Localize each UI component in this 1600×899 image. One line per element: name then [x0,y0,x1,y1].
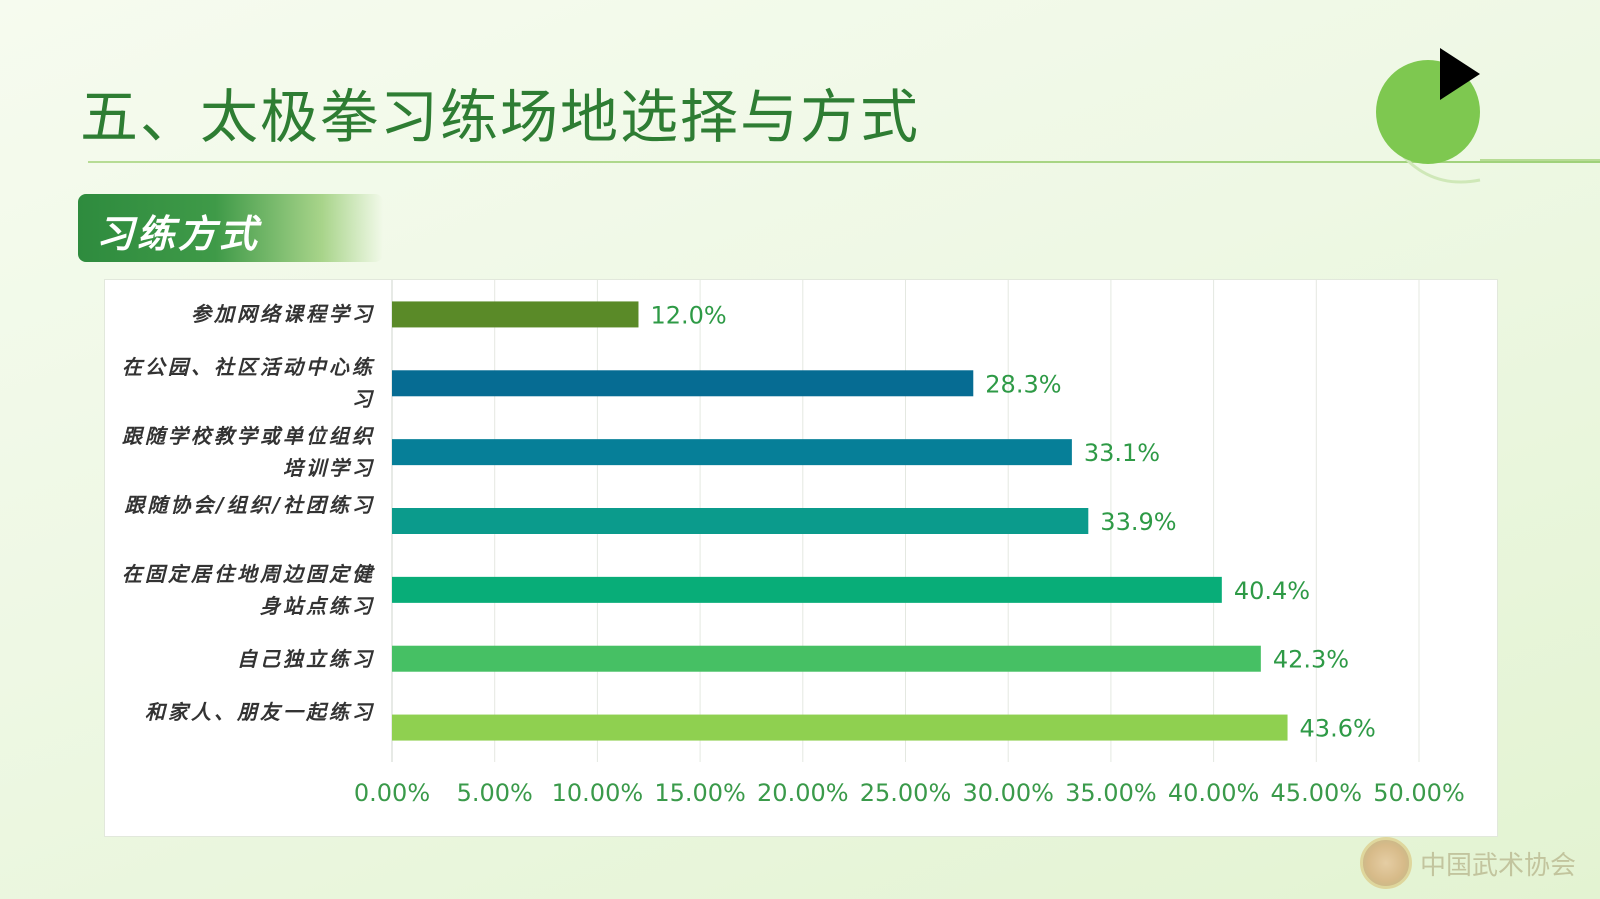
category-label: 参加网络课程学习 [191,302,375,327]
bar-chart: 0.00% 5.00% 10.00% 15.00% 20.00% 25.00% 30.00%… [354,280,1465,807]
bar [392,645,1261,672]
category-label: 在公园、社区活动中心练习 [122,355,375,412]
bar [392,370,974,397]
x-tick-label: 50.00% [1373,779,1465,807]
data-label: 28.3% [985,370,1061,398]
x-tick-label: 35.00% [1065,779,1157,807]
x-tick-label: 0.00% [354,779,430,807]
watermark-text: 中国武术协会 [1420,850,1577,881]
category-label: 和家人、朋友一起练习 [145,699,375,724]
bar [392,301,639,328]
data-label: 33.1% [1084,439,1160,467]
chart-panel: 0.00% 5.00% 10.00% 15.00% 20.00% 25.00% 30.00%… [104,279,1498,837]
bar [392,439,1072,466]
x-tick-label: 25.00% [860,779,952,807]
x-tick-label: 30.00% [962,779,1054,807]
data-label: 40.4% [1234,577,1310,605]
data-label: 33.9% [1100,508,1176,536]
title-divider [88,161,1600,163]
data-label: 42.3% [1273,646,1349,674]
category-label: 在固定居住地周边固定健身站点练习 [122,561,375,618]
bar [392,508,1089,534]
x-tick-label: 40.00% [1168,779,1260,807]
bar [392,576,1222,603]
x-tick-label: 5.00% [457,779,533,807]
section-badge: 习练方式 [78,194,383,262]
bar [392,714,1288,741]
watermark: 中国武术协会 [1360,835,1600,891]
section-badge-label: 习练方式 [96,212,261,256]
data-label: 12.0% [650,301,726,329]
association-logo [1360,837,1412,889]
category-label: 自己独立练习 [237,646,375,671]
x-tick-label: 20.00% [757,779,849,807]
data-label: 43.6% [1300,715,1376,743]
x-tick-label: 45.00% [1271,779,1363,807]
category-label: 跟随学校教学或单位组织培训学习 [122,424,375,481]
x-tick-label: 15.00% [654,779,746,807]
pie-chart-icon [1376,48,1600,184]
page-title: 五、太极拳习练场地选择与方式 [80,83,921,151]
category-label: 跟随协会/组织/社团练习 [124,493,375,517]
x-tick-label: 10.00% [552,779,644,807]
